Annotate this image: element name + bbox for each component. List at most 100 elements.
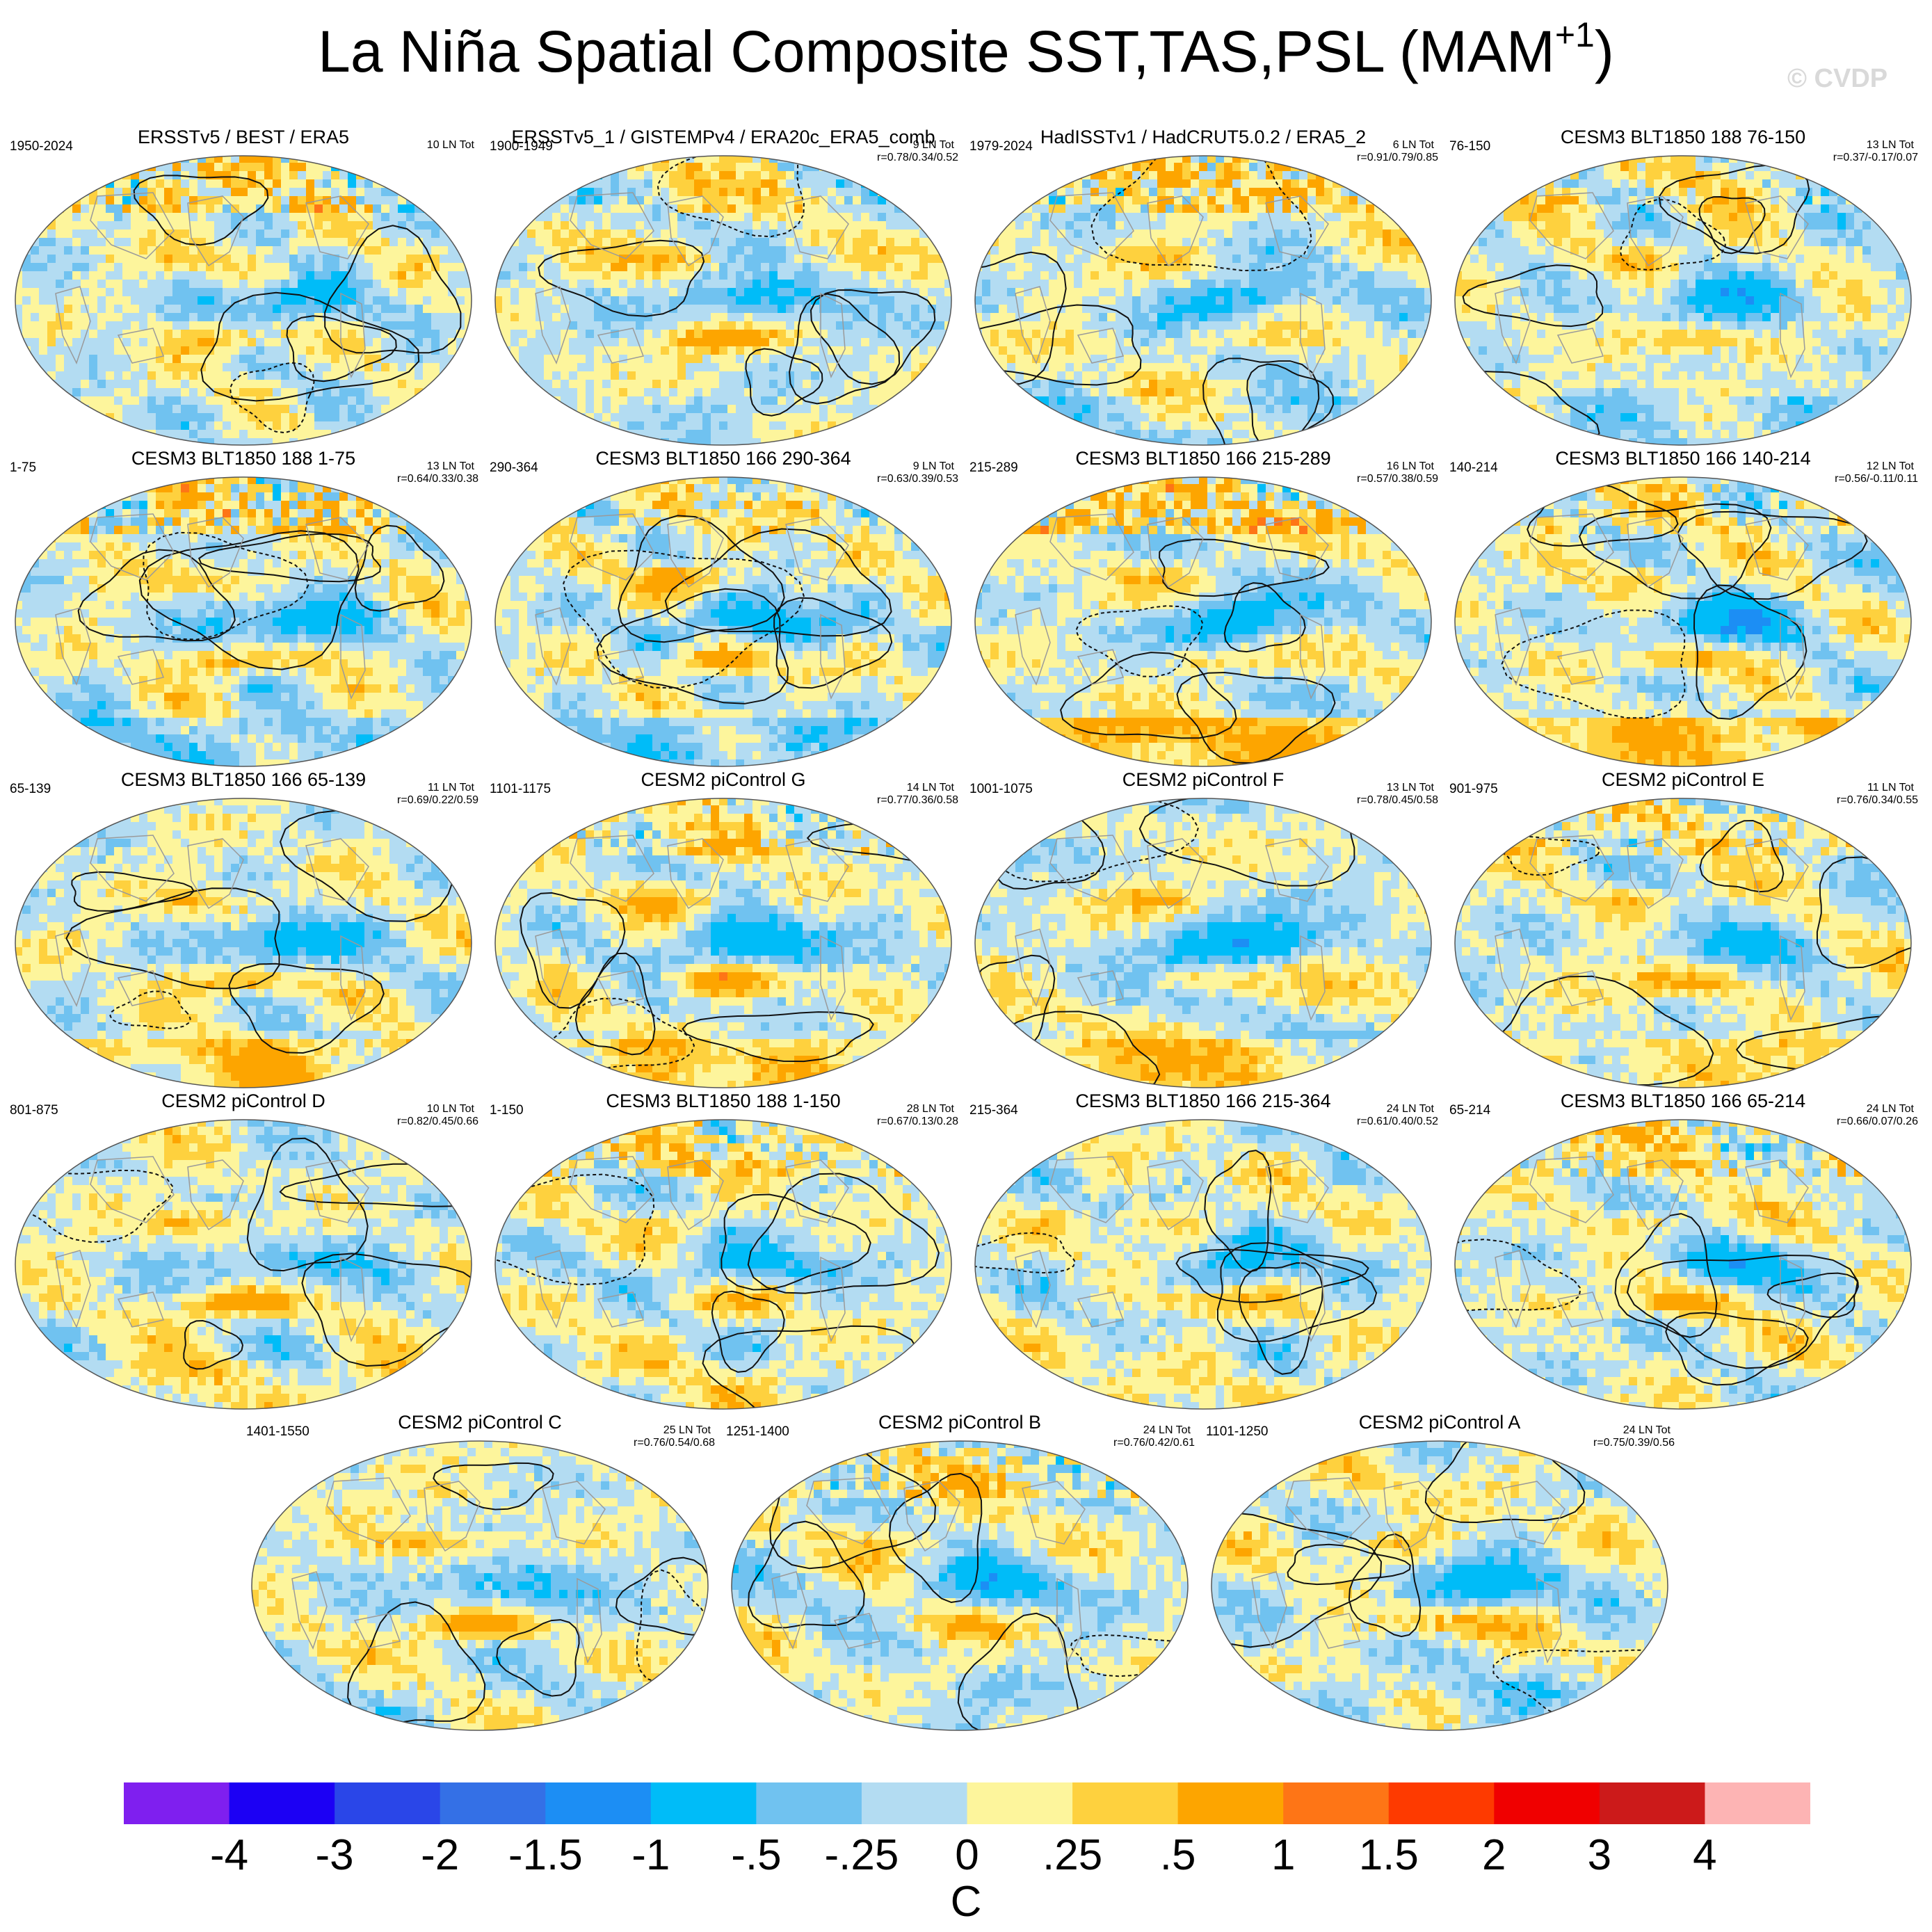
panel-title: CESM3 BLT1850 166 215-364: [967, 1089, 1440, 1113]
map-panel: HadISSTv1 / HadCRUT5.0.2 / ERA5_2 1979-20…: [967, 125, 1440, 446]
psl-contour: [1176, 671, 1336, 764]
coastline: [1022, 1481, 1086, 1545]
map-border: [15, 1119, 472, 1410]
panel-title: CESM2 piControl E: [1447, 768, 1919, 791]
panel-title: HadISSTv1 / HadCRUT5.0.2 / ERA5_2: [967, 125, 1440, 149]
coastline: [1147, 1159, 1204, 1231]
coastline: [535, 1250, 571, 1328]
coastline: [577, 1577, 602, 1664]
panel-title: CESM3 BLT1850 188 76-150: [1447, 125, 1919, 149]
psl-contour: [1216, 1242, 1378, 1343]
colorbar-swatch: [650, 1782, 757, 1824]
map-border: [974, 1119, 1432, 1410]
psl-contour: [545, 997, 695, 1071]
coastline: [424, 1481, 481, 1552]
psl-contour: [1614, 1213, 1718, 1338]
panel-event-count: 28 LN Tot: [907, 1103, 954, 1116]
psl-contour: [1090, 156, 1312, 272]
panel-period: 1-150: [490, 1103, 524, 1118]
coastline: [1049, 1156, 1134, 1223]
coastline: [806, 1477, 891, 1545]
map-border: [731, 1440, 1189, 1731]
coastline: [820, 613, 846, 700]
map-panel: CESM3 BLT1850 188 1-150 1-150 28 LN Tot r=0…: [487, 1089, 960, 1410]
panel-title: CESM2 piControl A: [1203, 1410, 1676, 1434]
colorbar-unit-label: C: [910, 1878, 1022, 1926]
colorbar-tick-label: .25: [1017, 1831, 1128, 1880]
panel-period: 76-150: [1449, 139, 1490, 154]
map-border: [494, 798, 952, 1088]
coastline: [771, 1571, 807, 1650]
psl-contour: [1677, 510, 1868, 600]
composite-map: [974, 155, 1432, 446]
coastline: [1529, 835, 1614, 902]
coastline: [597, 970, 645, 1006]
colorbar-swatch: [1494, 1782, 1600, 1824]
psl-contour: [1498, 835, 1601, 876]
map-border: [15, 798, 472, 1088]
psl-contour: [138, 530, 360, 670]
panel-period: 1251-1400: [726, 1424, 789, 1440]
psl-contour: [747, 1173, 940, 1294]
coastline: [1529, 1156, 1614, 1223]
map-panel: ERSSTv5_1 / GISTEMPv4 / ERA20c_ERA5_comb…: [487, 125, 960, 446]
coastline: [55, 928, 91, 1007]
map-panel: CESM3 BLT1850 166 140-214 140-214 12 LN To…: [1447, 446, 1919, 767]
coastline: [570, 1156, 654, 1223]
composite-map: [494, 476, 952, 767]
coastline: [542, 1481, 606, 1545]
psl-contour: [1348, 1533, 1422, 1638]
colorbar-tick-label: 2: [1438, 1831, 1549, 1880]
colorbar-swatch: [335, 1782, 441, 1824]
coastline: [117, 970, 165, 1006]
panel-title: ERSSTv5_1 / GISTEMPv4 / ERA20c_ERA5_comb: [487, 125, 960, 149]
map-border: [1211, 1440, 1668, 1731]
panel-period: 215-364: [969, 1103, 1018, 1118]
psl-contour: [1204, 1150, 1272, 1273]
coastline: [1780, 613, 1805, 700]
panel-pattern-correlation: r=0.61/0.40/0.52: [1357, 1116, 1438, 1128]
colorbar-swatch: [1283, 1782, 1390, 1824]
map-border: [494, 155, 952, 446]
coastline: [1077, 328, 1125, 364]
map-panel: CESM2 piControl B 1251-1400 24 LN Tot r=0.7…: [723, 1410, 1196, 1731]
figure-title-close: ): [1595, 19, 1614, 84]
psl-contour: [495, 1173, 655, 1286]
colorbar-tick-label: -1: [595, 1831, 707, 1880]
panel-period: 1101-1175: [490, 782, 551, 797]
panel-event-count: 11 LN Tot: [428, 782, 474, 794]
panel-event-count: 10 LN Tot: [427, 1103, 474, 1116]
coastline: [1627, 517, 1684, 588]
coastline: [1495, 1250, 1531, 1328]
panel-period: 1950-2024: [10, 139, 73, 154]
psl-contour: [1223, 582, 1306, 653]
coastline: [90, 513, 175, 581]
coastline: [1147, 517, 1204, 588]
composite-map: [1454, 155, 1912, 446]
map-panel: CESM3 BLT1850 166 215-364 215-364 24 LN To…: [967, 1089, 1440, 1410]
panel-title: CESM2 piControl C: [243, 1410, 716, 1434]
psl-contour: [745, 348, 823, 417]
coastline: [305, 838, 369, 902]
panel-title: CESM2 piControl G: [487, 768, 960, 791]
coastline: [1556, 328, 1604, 364]
psl-contour: [1698, 195, 1766, 255]
map-panel: CESM3 BLT1850 166 65-214 65-214 24 LN Tot r…: [1447, 1089, 1919, 1410]
panel-period: 140-214: [1449, 460, 1498, 476]
composite-map: [974, 476, 1432, 767]
colorbar-tick-label: 3: [1544, 1831, 1655, 1880]
psl-contour: [748, 1520, 865, 1629]
coastline: [597, 328, 645, 364]
psl-contour: [769, 1441, 937, 1570]
psl-contour: [65, 887, 280, 990]
map-border: [15, 476, 472, 767]
coastline: [785, 1159, 849, 1223]
colorbar-swatch: [756, 1782, 862, 1824]
panel-period: 1979-2024: [969, 139, 1033, 154]
coastline: [597, 1291, 645, 1328]
panel-period: 1401-1550: [246, 1424, 309, 1440]
composite-map: [1454, 1119, 1912, 1410]
psl-contour: [806, 811, 951, 865]
psl-contour: [1060, 652, 1237, 739]
coastline: [1147, 195, 1204, 267]
